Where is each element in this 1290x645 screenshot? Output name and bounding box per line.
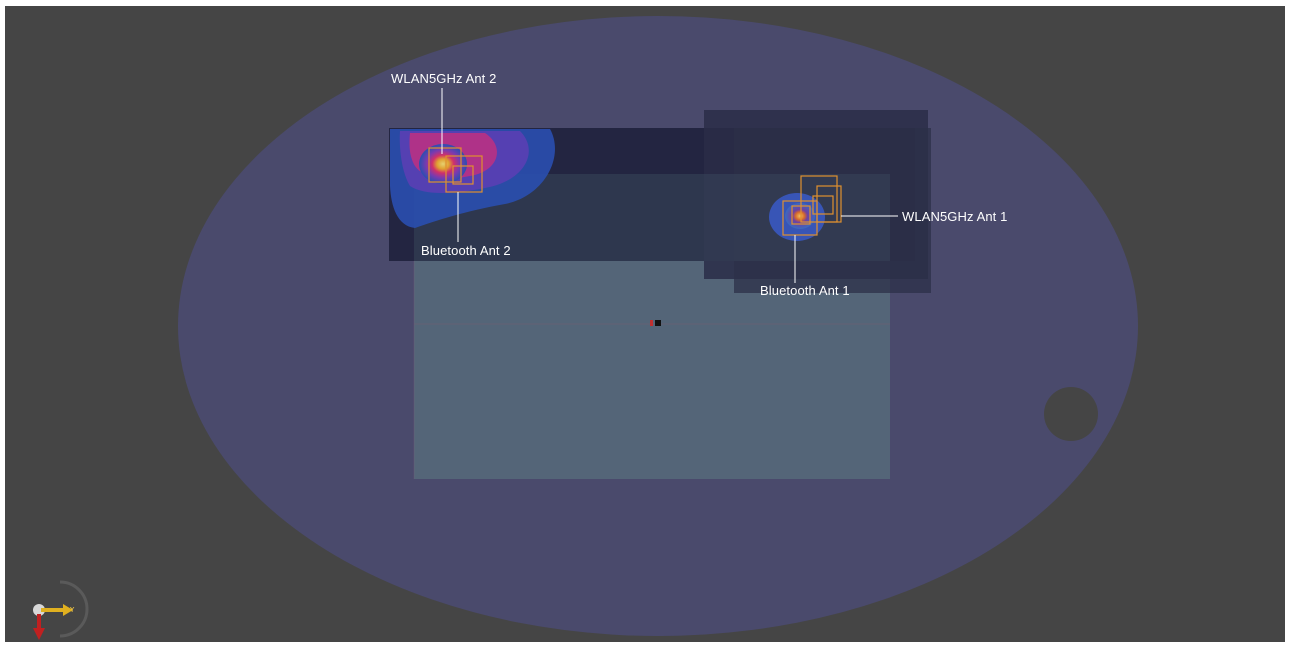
heatmap-ant1	[769, 175, 842, 241]
3d-viewport[interactable]: WLAN5GHz Ant 2 Bluetooth Ant 2 WLAN5GHz …	[5, 6, 1285, 642]
wlan-ant2-outline	[452, 165, 474, 185]
simulation-scene	[33, 16, 1138, 640]
label-bluetooth-ant2: Bluetooth Ant 2	[421, 243, 511, 258]
axis-y-label: Y	[70, 606, 75, 614]
label-wlan5ghz-ant1: WLAN5GHz Ant 1	[902, 209, 1008, 224]
heatmap-ant2	[390, 129, 555, 228]
label-bluetooth-ant1: Bluetooth Ant 1	[760, 283, 850, 298]
bluetooth-ant2-outline	[428, 147, 462, 183]
phantom-hole	[1044, 387, 1098, 441]
axis-triad-icon	[33, 580, 89, 640]
origin-marker	[650, 320, 661, 326]
label-wlan5ghz-ant2: WLAN5GHz Ant 2	[391, 71, 497, 86]
